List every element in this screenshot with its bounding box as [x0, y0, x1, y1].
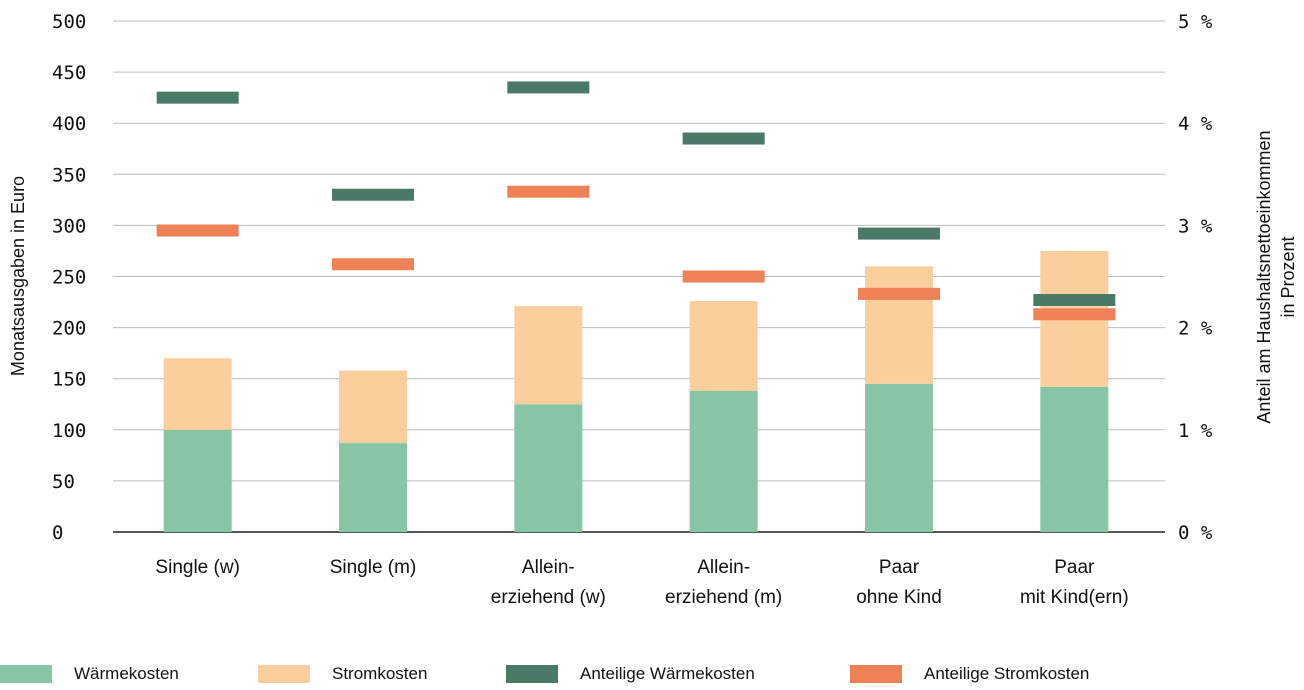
- marker-anteilige-waermekosten: [858, 227, 940, 240]
- y-tick-label: 500: [52, 11, 86, 33]
- y-tick-label: 100: [52, 420, 86, 442]
- marker-anteilige-stromkosten: [858, 287, 940, 300]
- bar-waermekosten: [689, 390, 758, 532]
- bar-stromkosten: [689, 301, 758, 391]
- legend-label-waermekosten: Wärmekosten: [74, 664, 179, 683]
- x-category-label: Single (m): [330, 557, 417, 578]
- marker-anteilige-stromkosten: [332, 258, 414, 271]
- y-right-tick-label: 1 %: [1178, 420, 1213, 442]
- y-tick-label: 350: [52, 164, 86, 186]
- marker-anteilige-waermekosten: [682, 132, 765, 145]
- bar-stromkosten: [339, 370, 407, 444]
- bar-waermekosten: [514, 404, 583, 532]
- legend-swatch-stromkosten: [258, 665, 310, 683]
- marker-anteilige-stromkosten: [1033, 308, 1116, 321]
- legend-item-anteilige-stromkosten: Anteilige Stromkosten: [850, 664, 1089, 684]
- chart-canvas: 0 50 100 150 200 250 300 350 400 450 500 0 % 1 % 2 %…: [8, 11, 1298, 608]
- y-tick-label: 300: [52, 215, 86, 237]
- y-tick-label: 50: [52, 471, 75, 493]
- y-tick-label: 150: [52, 369, 86, 391]
- y-right-tick-label: 0 %: [1178, 522, 1213, 544]
- y-axis-left-title: Monatsausgaben in Euro: [8, 176, 28, 376]
- marker-anteilige-stromkosten: [156, 224, 239, 237]
- y-tick-label: 250: [52, 267, 86, 289]
- bar-waermekosten: [1040, 386, 1109, 532]
- legend: Wärmekosten Stromkosten Anteilige Wärmek…: [0, 664, 1304, 690]
- bar-stromkosten: [514, 306, 583, 405]
- legend-item-waermekosten: Wärmekosten: [0, 664, 179, 684]
- y-axis-right-title: Anteil am Haushaltsnettoeinkommen in Proz…: [1254, 130, 1298, 423]
- bar-waermekosten: [339, 443, 407, 532]
- y-right-tick-label: 4 %: [1178, 113, 1213, 135]
- gridlines: [113, 20, 1165, 533]
- y-tick-label: 200: [52, 318, 86, 340]
- y-tick-label: 450: [52, 62, 86, 84]
- y-axis-right-ticks: 0 % 1 % 2 % 3 % 4 % 5 %: [1178, 11, 1213, 544]
- percentage-markers: [156, 81, 1116, 321]
- legend-swatch-anteilige-waermekosten: [506, 665, 558, 683]
- legend-label-anteilige-waermekosten: Anteilige Wärmekosten: [580, 664, 755, 683]
- bar-stromkosten: [865, 266, 933, 384]
- y-right-tick-label: 2 %: [1178, 318, 1213, 340]
- x-category-label: Single (w): [155, 557, 239, 578]
- x-category-label: Allein-erziehend (m): [665, 557, 782, 608]
- legend-label-anteilige-stromkosten: Anteilige Stromkosten: [924, 664, 1090, 683]
- y-right-tick-label: 5 %: [1178, 11, 1213, 33]
- legend-label-stromkosten: Stromkosten: [332, 664, 428, 683]
- y-tick-label: 400: [52, 113, 86, 135]
- marker-anteilige-stromkosten: [682, 270, 765, 283]
- legend-swatch-anteilige-stromkosten: [850, 665, 902, 683]
- y-tick-label: 0: [52, 522, 63, 544]
- legend-item-stromkosten: Stromkosten: [258, 664, 427, 684]
- marker-anteilige-waermekosten: [507, 81, 590, 94]
- marker-anteilige-waermekosten: [332, 188, 414, 201]
- legend-swatch-waermekosten: [0, 665, 52, 683]
- bar-stromkosten: [163, 358, 232, 430]
- marker-anteilige-waermekosten: [156, 91, 239, 104]
- x-category-label: Paar mit Kind(ern): [1020, 557, 1129, 608]
- bar-waermekosten: [865, 383, 933, 532]
- marker-anteilige-stromkosten: [507, 185, 590, 198]
- marker-anteilige-waermekosten: [1033, 294, 1116, 307]
- y-axis-left-ticks: 0 50 100 150 200 250 300 350 400 450 500: [52, 11, 86, 544]
- x-category-label: Paar ohne Kind: [856, 557, 942, 608]
- y-right-tick-label: 3 %: [1178, 215, 1213, 237]
- bars: [163, 250, 1109, 532]
- bar-waermekosten: [163, 429, 232, 532]
- legend-item-anteilige-waermekosten: Anteilige Wärmekosten: [506, 664, 755, 684]
- x-category-label: Allein-erziehend (w): [491, 557, 606, 608]
- x-axis-category-labels: Single (w) Single (m) Allein-erziehend (w)…: [155, 557, 1128, 608]
